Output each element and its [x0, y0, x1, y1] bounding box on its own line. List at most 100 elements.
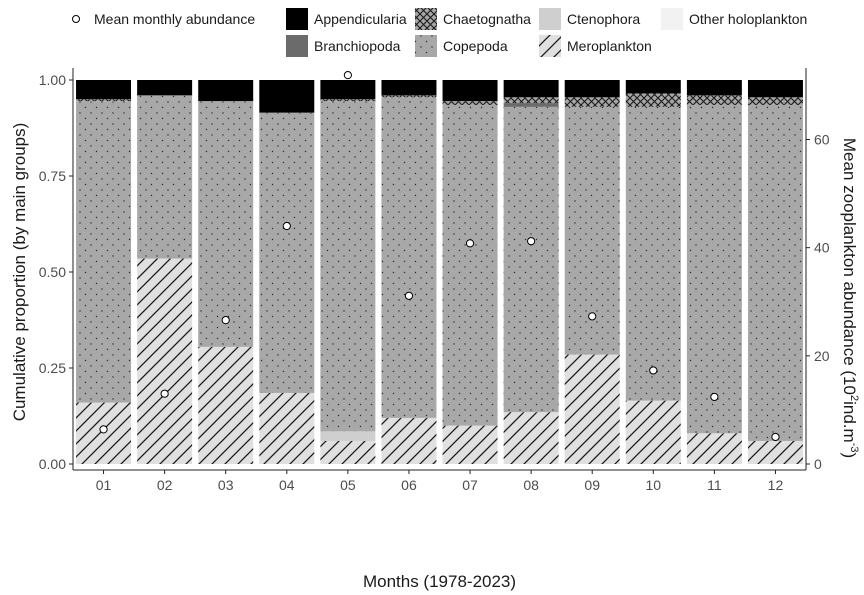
y2-axis-title: Mean zooplankton abundance (102ind.m-3) [840, 138, 860, 458]
y-ticks-left: 0.00 0.25 0.50 0.75 1.00 [39, 72, 73, 472]
mean-point-11 [710, 392, 719, 402]
x-tick-label-05: 05 [340, 477, 356, 493]
legend: Mean monthly abundance Appendicularia Ch… [72, 8, 807, 57]
bar-segment-appendicularia-06 [381, 80, 437, 96]
legend-swatch-meroplankton [539, 35, 561, 57]
bar-segment-meroplankton-09 [564, 354, 620, 464]
mean-point-01 [99, 425, 108, 434]
legend-swatch-chaetognatha [415, 8, 437, 30]
y-tick-label-1.00: 1.00 [39, 72, 66, 88]
legend-swatch-other [661, 8, 683, 30]
x-tick-label-06: 06 [401, 477, 417, 493]
bar-segment-chaetognatha-09 [564, 97, 620, 107]
legend-item-copepoda: Copepoda [415, 35, 508, 57]
y2-tick-label-60: 60 [814, 131, 830, 147]
bar-segment-copepoda-11 [686, 104, 742, 434]
y2-axis-title-mid: ind.m [840, 401, 859, 443]
bar-segment-appendicularia-12 [747, 80, 803, 98]
y-tick-label-0.75: 0.75 [39, 168, 66, 184]
bar-segment-meroplankton-07 [442, 425, 498, 464]
legend-swatch-ctenophora [539, 8, 561, 30]
bar-segment-copepoda-07 [442, 104, 498, 426]
mean-point-05 [343, 71, 352, 80]
axes [72, 68, 807, 471]
mean-point-02 [160, 389, 169, 398]
bar-segment-chaetognatha-10 [625, 93, 681, 107]
y-tick-label-0.50: 0.50 [39, 264, 66, 280]
bar-segment-copepoda-08 [503, 106, 559, 413]
x-ticks: 01 02 03 04 05 06 07 08 09 10 11 12 [96, 470, 783, 493]
bar-segment-appendicularia-11 [686, 80, 742, 96]
legend-item-other: Other holoplankton [661, 8, 807, 30]
legend-item-appendicularia: Appendicularia [286, 8, 407, 30]
legend-label-branchiopoda: Branchiopoda [314, 38, 401, 54]
bar-segment-copepoda-01 [76, 101, 132, 403]
bar-segment-meroplankton-05 [320, 440, 376, 464]
bar-segment-appendicularia-07 [442, 80, 498, 102]
mean-point-08 [527, 237, 536, 246]
bar-segment-meroplankton-10 [625, 400, 681, 464]
bar-segment-meroplankton-06 [381, 417, 437, 464]
y2-axis-title-sup1: 2 [848, 395, 860, 401]
y2-tick-label-0: 0 [814, 456, 822, 472]
bar-segment-copepoda-12 [747, 104, 803, 441]
bar-segment-appendicularia-10 [625, 80, 681, 94]
legend-swatch-copepoda [415, 35, 437, 57]
bar-segment-copepoda-06 [381, 97, 437, 418]
bar-segment-meroplankton-04 [259, 392, 315, 464]
legend-label-copepoda: Copepoda [443, 38, 508, 54]
legend-item-meroplankton: Meroplankton [539, 35, 652, 57]
x-axis-title: Months (1978-2023) [363, 572, 516, 591]
bar-segment-meroplankton-03 [198, 346, 254, 464]
x-tick-label-03: 03 [218, 477, 234, 493]
legend-label-ctenophora: Ctenophora [567, 11, 640, 27]
bar-segment-copepoda-03 [198, 101, 254, 347]
legend-label-appendicularia: Appendicularia [314, 11, 407, 27]
bar-segment-appendicularia-09 [564, 80, 620, 98]
bar-segment-appendicularia-02 [137, 80, 193, 96]
legend-label-meroplankton: Meroplankton [567, 38, 652, 54]
bar-segment-chaetognatha-11 [686, 95, 742, 105]
y2-tick-label-40: 40 [814, 240, 830, 256]
bar-segment-chaetognatha-08 [503, 97, 559, 104]
x-tick-label-11: 11 [707, 477, 722, 493]
bar-segment-copepoda-02 [137, 95, 193, 259]
x-tick-label-08: 08 [523, 477, 539, 493]
x-tick-label-10: 10 [646, 477, 662, 493]
y-tick-label-0.00: 0.00 [39, 456, 66, 472]
y2-axis-title-sup2: -3 [848, 443, 860, 453]
mean-point-06 [404, 291, 414, 300]
bar-segment-ctenophora-05 [320, 431, 376, 441]
bar-segment-copepoda-04 [259, 112, 315, 393]
y2-tick-label-20: 20 [814, 348, 830, 364]
legend-item-ctenophora: Ctenophora [539, 8, 640, 30]
legend-mean-point [72, 15, 80, 23]
mean-point-07 [465, 239, 475, 248]
bar-segment-appendicularia-03 [198, 80, 254, 102]
legend-label-mean: Mean monthly abundance [94, 11, 255, 27]
x-tick-label-02: 02 [157, 477, 173, 493]
bar-segment-branchiopoda-08 [503, 103, 559, 107]
bar-segment-appendicularia-01 [76, 80, 132, 100]
bar-segment-appendicularia-08 [503, 80, 559, 98]
bar-segment-chaetognatha-12 [747, 97, 803, 105]
y2-axis-title-suffix: ) [840, 452, 859, 458]
mean-point-03 [221, 316, 230, 325]
bar-segment-chaetognatha-07 [442, 101, 498, 105]
x-tick-label-04: 04 [279, 477, 295, 493]
bar-segment-appendicularia-04 [259, 80, 315, 113]
y-ticks-right: 0 20 40 60 [806, 131, 830, 472]
legend-item-mean: Mean monthly abundance [72, 11, 255, 27]
bar-segment-copepoda-10 [625, 106, 681, 401]
legend-item-chaetognatha: Chaetognatha [415, 8, 531, 30]
bar-segment-meroplankton-12 [747, 440, 803, 464]
x-tick-label-09: 09 [584, 477, 600, 493]
y-tick-label-0.25: 0.25 [39, 360, 66, 376]
legend-swatch-branchiopoda [286, 35, 308, 57]
y-axis-title: Cumulative proportion (by main groups) [10, 123, 29, 422]
y2-axis-title-prefix: Mean zooplankton abundance (10 [840, 138, 859, 395]
bar-segment-chaetognatha-05 [320, 99, 376, 102]
x-tick-label-07: 07 [462, 477, 478, 493]
legend-label-other: Other holoplankton [689, 11, 807, 27]
